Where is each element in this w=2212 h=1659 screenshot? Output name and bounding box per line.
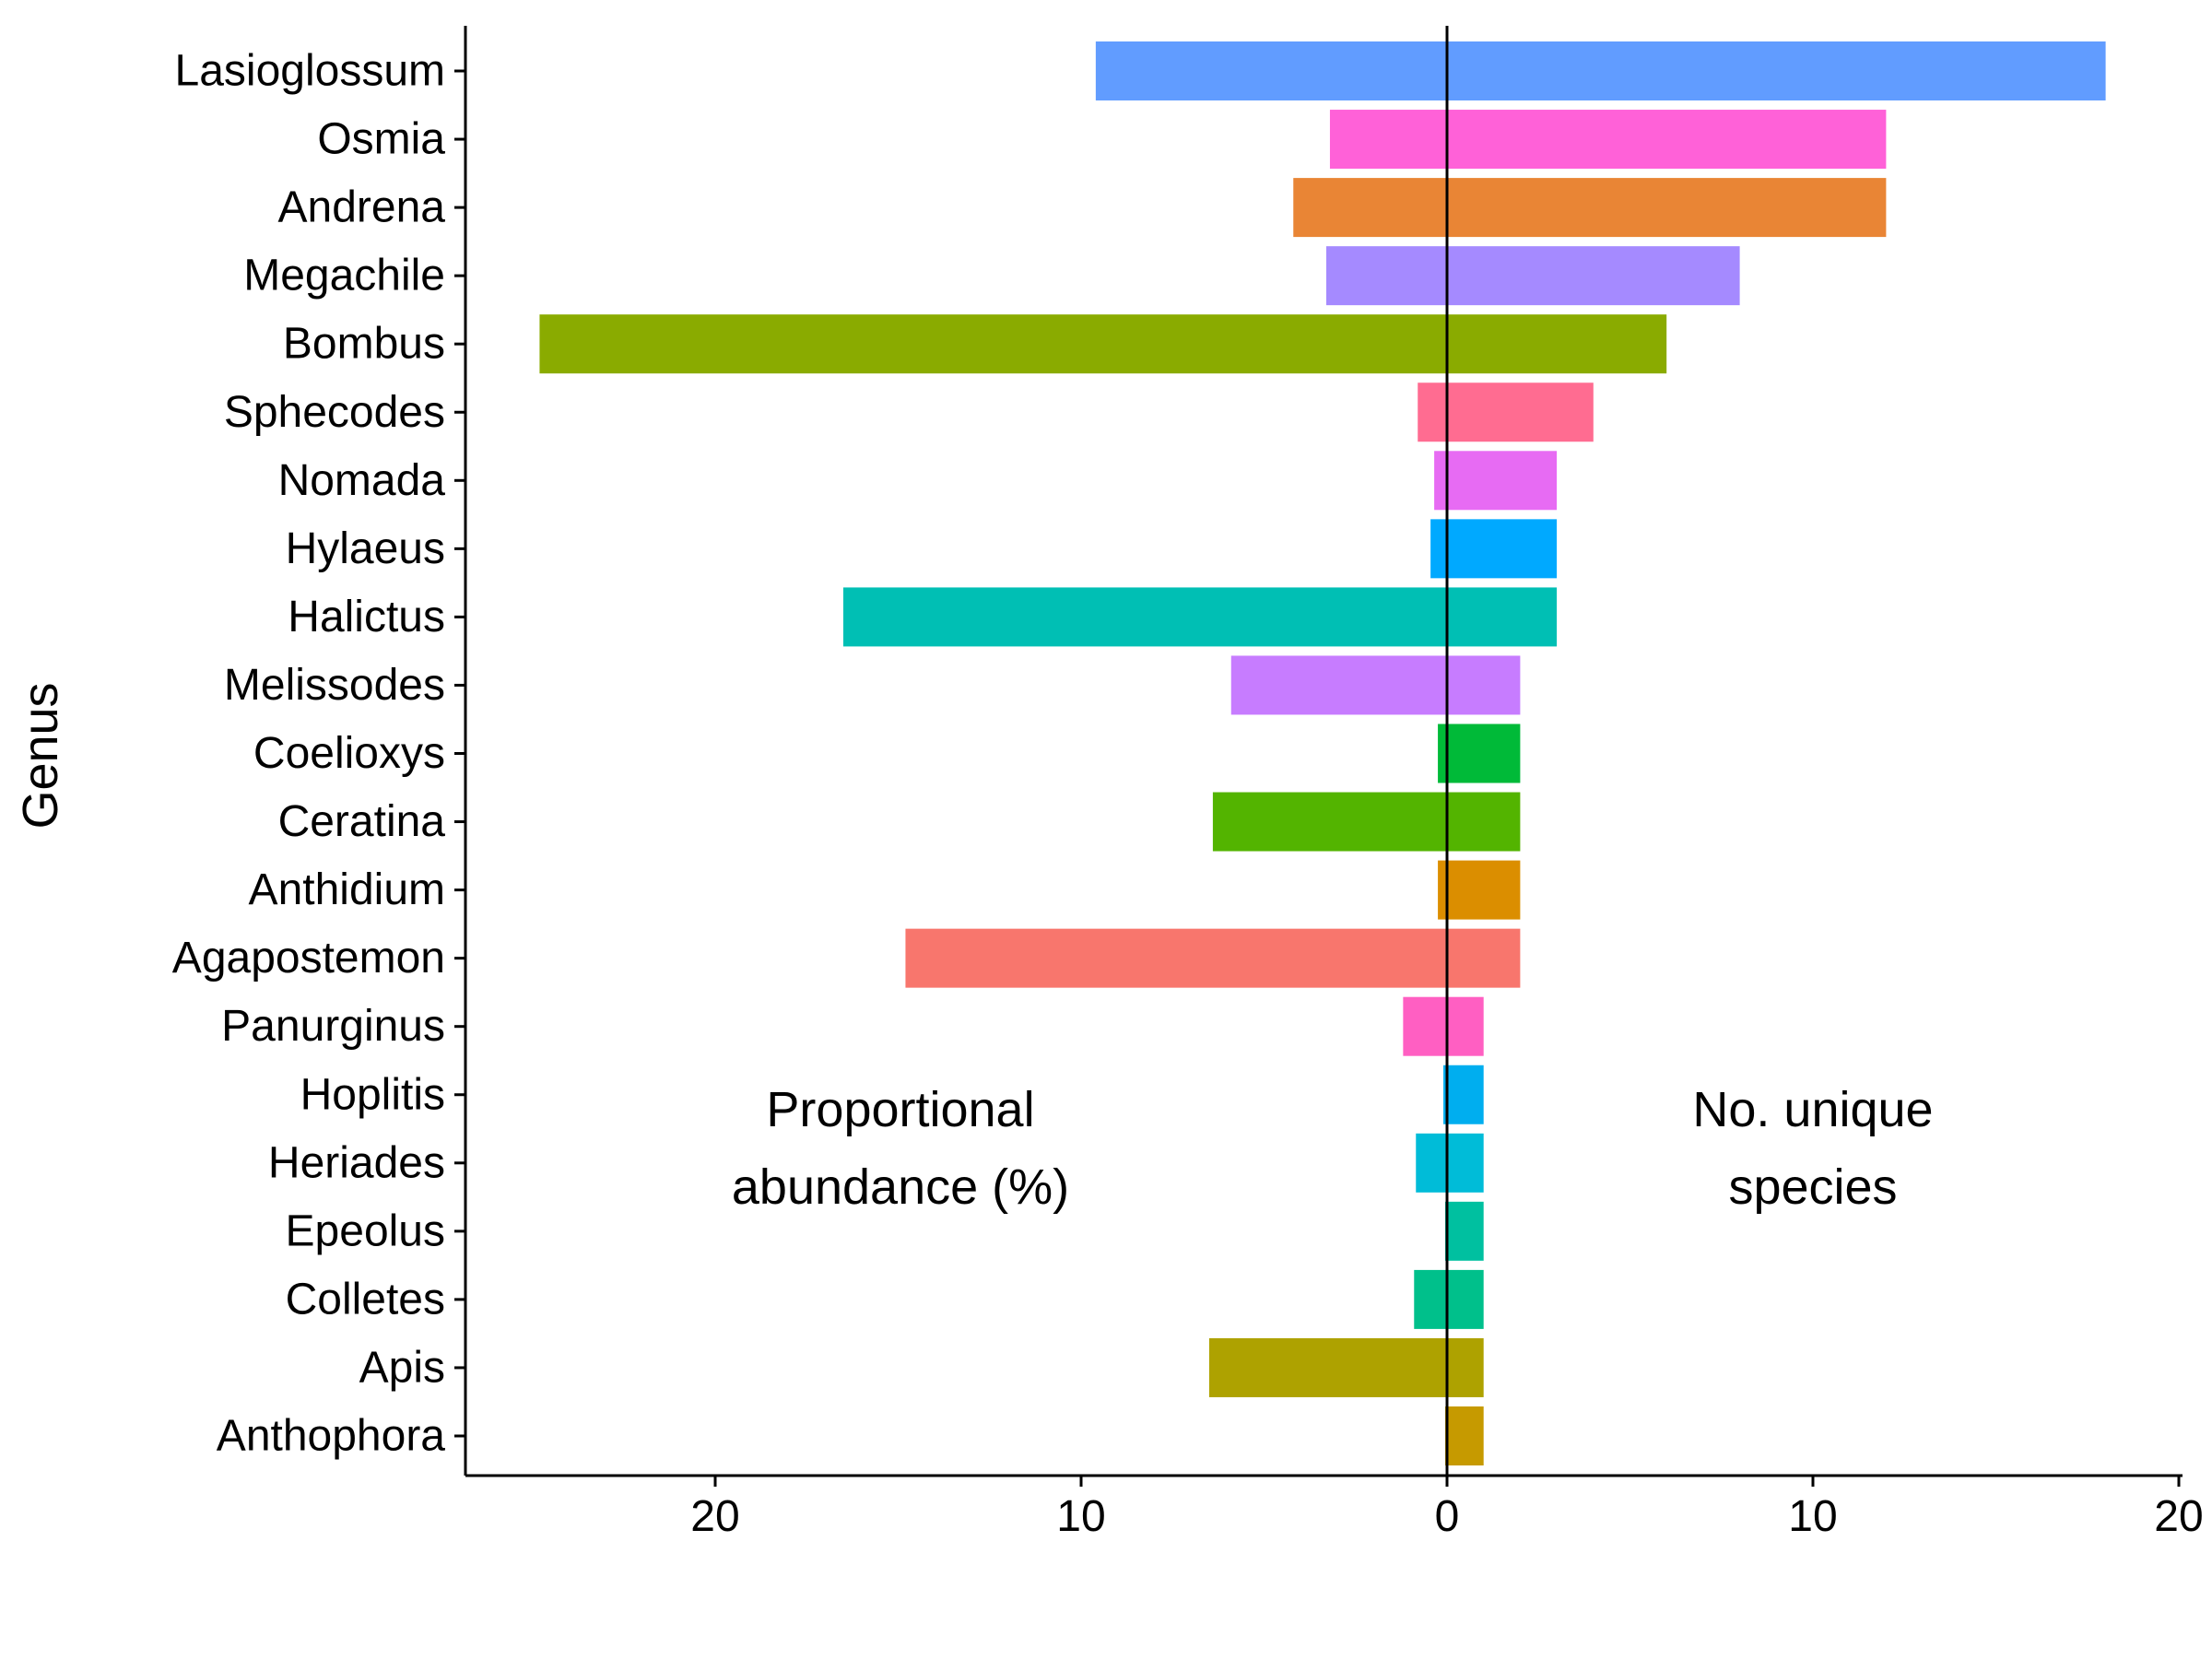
bar-abundance-nomada xyxy=(1434,451,1447,511)
genus-label-hoplitis: Hoplitis xyxy=(300,1070,445,1119)
x-tick-label: 10 xyxy=(1788,1492,1837,1541)
genus-label-hylaeus: Hylaeus xyxy=(286,524,445,573)
bar-species-andrena xyxy=(1447,178,1887,238)
bar-abundance-melissodes xyxy=(1230,655,1447,715)
bar-species-anthophora xyxy=(1447,1406,1484,1465)
genus-label-ceratina: Ceratina xyxy=(278,797,446,846)
bar-abundance-heriades xyxy=(1416,1133,1447,1193)
x-tick-label: 20 xyxy=(2154,1492,2203,1541)
genus-label-megachile: Megachile xyxy=(243,252,445,300)
x-tick-label: 10 xyxy=(1056,1492,1105,1541)
genus-label-halictus: Halictus xyxy=(288,593,445,641)
genus-label-epeolus: Epeolus xyxy=(286,1206,445,1255)
bar-species-anthidium xyxy=(1447,860,1521,920)
bar-species-nomada xyxy=(1447,451,1558,511)
genus-label-panurginus: Panurginus xyxy=(221,1002,445,1051)
bar-species-halictus xyxy=(1447,587,1558,647)
bar-abundance-sphecodes xyxy=(1418,382,1447,442)
genus-label-colletes: Colletes xyxy=(286,1275,445,1324)
bar-species-megachile xyxy=(1447,246,1740,306)
bar-species-epeolus xyxy=(1447,1201,1484,1261)
bar-abundance-halictus xyxy=(842,587,1447,647)
bar-abundance-apis xyxy=(1208,1337,1447,1397)
annotation-unique-species-line-1: No. unique xyxy=(1692,1082,1933,1137)
bar-abundance-agapostemon xyxy=(905,928,1447,988)
bar-abundance-hoplitis xyxy=(1443,1065,1447,1124)
genus-label-heriades: Heriades xyxy=(268,1138,445,1187)
annotation-unique-species-line-2: species xyxy=(1728,1159,1897,1215)
bar-abundance-panurginus xyxy=(1403,996,1447,1056)
bar-species-ceratina xyxy=(1447,792,1521,852)
bar-abundance-megachile xyxy=(1325,246,1447,306)
bar-species-hylaeus xyxy=(1447,519,1558,579)
genus-label-osmia: Osmia xyxy=(317,115,445,164)
bar-abundance-bombus xyxy=(539,314,1447,374)
labels-group: Lasioglossum Osmia Andrena Megachile Bombus S… xyxy=(13,47,2204,1542)
genus-label-coelioxys: Coelioxys xyxy=(253,729,445,778)
bar-abundance-colletes xyxy=(1414,1269,1447,1329)
bar-species-heriades xyxy=(1447,1133,1484,1193)
bar-species-coelioxys xyxy=(1447,724,1521,783)
genus-label-nomada: Nomada xyxy=(278,456,446,505)
genus-label-apis: Apis xyxy=(359,1343,445,1392)
genus-label-lasioglossum: Lasioglossum xyxy=(175,47,445,96)
bar-abundance-coelioxys xyxy=(1438,724,1447,783)
bar-species-panurginus xyxy=(1447,996,1484,1056)
x-tick-label: 20 xyxy=(690,1492,739,1541)
bars-group xyxy=(539,41,2106,1465)
bar-species-sphecodes xyxy=(1447,382,1594,442)
bar-species-osmia xyxy=(1447,110,1887,170)
genus-label-anthidium: Anthidium xyxy=(249,865,445,914)
bar-species-apis xyxy=(1447,1337,1484,1397)
bar-species-bombus xyxy=(1447,314,1667,374)
annotation-abundance-line-2: abundance (%) xyxy=(732,1159,1069,1215)
axes-group xyxy=(454,26,2183,1487)
genus-label-sphecodes: Sphecodes xyxy=(224,388,445,437)
bar-abundance-osmia xyxy=(1329,110,1447,170)
bar-species-hoplitis xyxy=(1447,1065,1484,1124)
x-tick-label: 0 xyxy=(1435,1492,1460,1541)
genus-label-agapostemon: Agapostemon xyxy=(172,934,445,982)
genus-label-anthophora: Anthophora xyxy=(217,1412,446,1461)
genus-label-bombus: Bombus xyxy=(283,320,445,369)
bar-abundance-hylaeus xyxy=(1430,519,1447,579)
bar-abundance-andrena xyxy=(1293,178,1447,238)
genus-label-melissodes: Melissodes xyxy=(224,661,445,710)
bar-abundance-anthidium xyxy=(1438,860,1447,920)
bar-abundance-lasioglossum xyxy=(1095,41,1447,100)
bar-abundance-ceratina xyxy=(1212,792,1447,852)
bar-species-colletes xyxy=(1447,1269,1484,1329)
bar-species-melissodes xyxy=(1447,655,1521,715)
annotation-abundance-line-1: Proportional xyxy=(766,1082,1034,1137)
y-axis-title: Genus xyxy=(13,682,68,829)
bar-species-agapostemon xyxy=(1447,928,1521,988)
bar-species-lasioglossum xyxy=(1447,41,2106,100)
genus-label-andrena: Andrena xyxy=(278,183,446,232)
